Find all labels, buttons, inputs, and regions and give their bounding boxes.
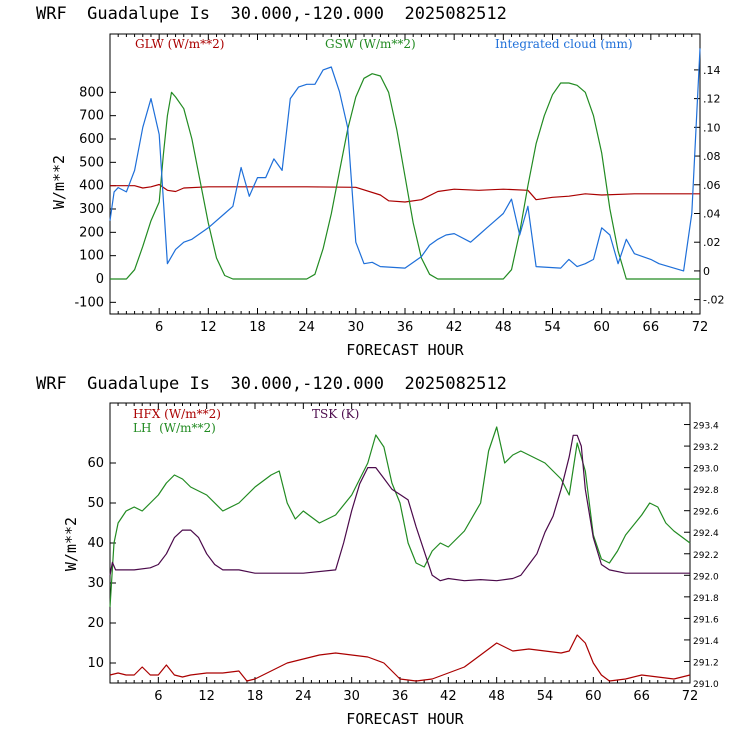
y2-tick-label: 291.8 — [693, 594, 719, 604]
legend-gsw: GSW (W/m**2) — [325, 37, 416, 51]
x-tick-label: 6 — [155, 320, 163, 335]
x-tick-label: 48 — [488, 689, 505, 704]
y2-tick-label: 293.4 — [693, 422, 719, 432]
y-tick-label: 60 — [87, 456, 104, 471]
x-tick-label: 36 — [392, 689, 409, 704]
x-tick-label: 12 — [200, 320, 217, 335]
y2-tick-label: .10 — [703, 121, 721, 134]
x-tick-label: 66 — [633, 689, 650, 704]
axis-ticks: 6 12 18 24 30 36 42 48 54 60 66 72 -100 0 100 200 300 400… — [74, 34, 724, 335]
y-tick-label: 400 — [79, 179, 104, 194]
y-tick-label: 600 — [79, 132, 104, 147]
radiation-cloud-panel: WRF Guadalupe Is 30.000,-120.000 2025082… — [36, 4, 724, 359]
x-tick-label: 6 — [154, 689, 162, 704]
x-tick-label: 24 — [295, 689, 312, 704]
y2-tick-label: -.02 — [703, 294, 724, 307]
x-tick-label: 30 — [343, 689, 360, 704]
y2-tick-label: 291.0 — [693, 680, 719, 690]
x-tick-label: 54 — [537, 689, 554, 704]
x-tick-label: 54 — [544, 320, 561, 335]
y2-tick-label: 291.4 — [693, 637, 719, 647]
y-tick-label: 200 — [79, 225, 104, 240]
series-line-2 — [109, 48, 701, 272]
y-axis-label: W/m**2 — [62, 517, 80, 571]
flux-temperature-panel: WRF Guadalupe Is 30.000,-120.000 2025082… — [36, 374, 719, 728]
axis-ticks: 6 12 18 24 30 36 42 48 54 60 66 72 10 20 30 40 50 60 291.0… — [87, 403, 719, 704]
y-tick-label: 800 — [79, 85, 104, 100]
x-axis-label: FORECAST HOUR — [346, 710, 464, 728]
x-tick-label: 60 — [593, 320, 610, 335]
y-tick-label: 300 — [79, 202, 104, 217]
y-tick-label: 20 — [87, 616, 104, 631]
x-tick-label: 24 — [298, 320, 315, 335]
series-line-2 — [109, 434, 690, 582]
legend-tsk: TSK (K) — [312, 407, 359, 421]
y-tick-label: 50 — [87, 496, 104, 511]
panel-title: WRF Guadalupe Is 30.000,-120.000 2025082… — [36, 374, 507, 394]
y2-tick-label: 293.0 — [693, 465, 719, 475]
y-tick-label: 100 — [79, 249, 104, 264]
y2-tick-label: 0 — [703, 265, 710, 278]
y2-tick-label: .04 — [703, 207, 721, 220]
y-tick-label: 30 — [87, 576, 104, 591]
legend-glw: GLW (W/m**2) — [135, 37, 224, 51]
y2-tick-label: .12 — [703, 93, 721, 106]
x-axis-label: FORECAST HOUR — [346, 341, 464, 359]
series-line-1 — [109, 426, 691, 608]
series-line-0 — [109, 634, 691, 682]
x-tick-label: 42 — [440, 689, 457, 704]
y2-tick-label: .14 — [703, 64, 721, 77]
y2-tick-label: .06 — [703, 179, 721, 192]
x-tick-label: 66 — [643, 320, 660, 335]
y2-tick-label: 292.4 — [693, 529, 719, 539]
x-tick-label: 36 — [397, 320, 414, 335]
y2-tick-label: 292.8 — [693, 486, 719, 496]
y-tick-label: 700 — [79, 109, 104, 124]
panel-title: WRF Guadalupe Is 30.000,-120.000 2025082… — [36, 4, 507, 24]
y-tick-label: 0 — [96, 272, 104, 287]
y2-tick-label: 291.6 — [693, 615, 719, 625]
series-line-1 — [110, 73, 700, 280]
x-tick-label: 18 — [249, 320, 266, 335]
legend-cloud: Integrated cloud (mm) — [495, 37, 633, 51]
series-line-0 — [110, 183, 700, 203]
x-tick-label: 12 — [198, 689, 215, 704]
x-tick-label: 18 — [247, 689, 264, 704]
x-tick-label: 48 — [495, 320, 512, 335]
y2-tick-label: 292.0 — [693, 572, 719, 582]
y2-tick-label: 292.2 — [693, 551, 719, 561]
y2-tick-label: .02 — [703, 236, 721, 249]
y2-tick-label: 291.2 — [693, 658, 719, 668]
x-tick-label: 72 — [692, 320, 709, 335]
legend-hfx: HFX (W/m**2) — [133, 407, 221, 421]
x-tick-label: 42 — [446, 320, 463, 335]
series-layer — [109, 426, 691, 682]
y2-tick-label: 292.6 — [693, 508, 719, 518]
y-tick-label: -100 — [74, 295, 104, 310]
plot-frame — [109, 402, 691, 684]
y-tick-label: 40 — [87, 536, 104, 551]
y2-tick-label: .08 — [703, 150, 721, 163]
legend-lh: LH (W/m**2) — [133, 421, 216, 435]
x-tick-label: 30 — [348, 320, 365, 335]
series-layer — [109, 48, 701, 280]
y-axis-label: W/m**2 — [50, 155, 68, 209]
y2-tick-label: 293.2 — [693, 443, 719, 453]
x-tick-label: 60 — [585, 689, 602, 704]
y-tick-label: 10 — [87, 656, 104, 671]
y-tick-label: 500 — [79, 155, 104, 170]
x-tick-label: 72 — [682, 689, 699, 704]
